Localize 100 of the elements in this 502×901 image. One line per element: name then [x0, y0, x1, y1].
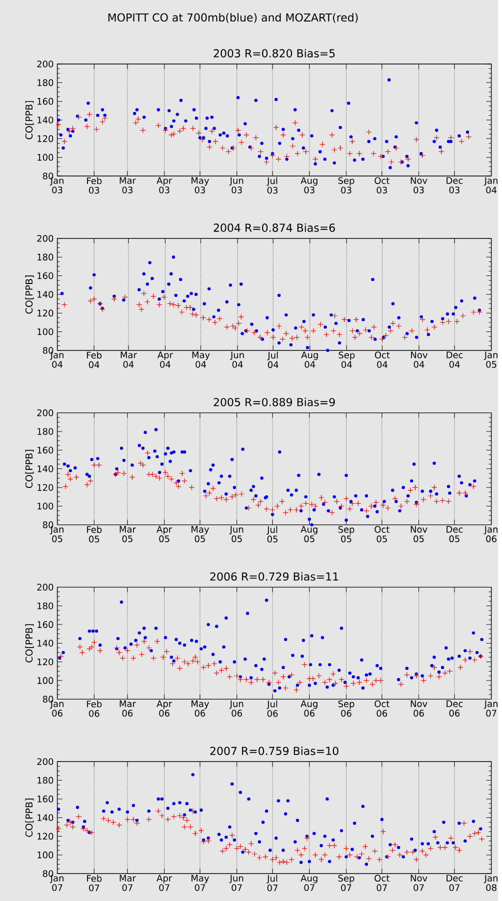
x-tick-label: Nov 05: [410, 526, 428, 542]
x-tick-label: Jan 07: [484, 700, 498, 717]
chart-subtitle: 2003 R=0.820 Bias=5: [214, 48, 334, 58]
y-tick-label: 120: [37, 310, 54, 316]
x-tick-label: Nov 04: [410, 352, 428, 368]
x-tick-label: May 06: [191, 700, 209, 717]
x-tick-label: Feb 03: [86, 177, 102, 194]
x-tick-label: Jun 03: [229, 177, 243, 194]
x-tick-label: Jun 06: [229, 700, 243, 717]
x-tick-label: Jul 07: [266, 874, 278, 892]
y-axis-title: CO[PPB]: [25, 101, 34, 140]
y-tick-label: 160: [37, 796, 54, 802]
y-tick-label: 140: [37, 814, 54, 822]
x-tick-label: Apr 05: [156, 526, 172, 542]
y-tick-label: 200: [37, 60, 54, 68]
y-axis-title: CO[PPB]: [25, 624, 34, 662]
x-tick-label: May 07: [191, 874, 209, 891]
y-tick-label: 100: [37, 502, 54, 510]
x-tick-label: Aug 06: [300, 700, 318, 717]
y-tick-label: 100: [37, 677, 54, 684]
x-tick-label: Jun 05: [229, 526, 243, 542]
x-tick-label: Jul 06: [266, 700, 278, 717]
y-tick-label: 180: [37, 254, 54, 260]
y-tick-label: 160: [37, 621, 54, 628]
x-tick-label: May 03: [191, 177, 209, 194]
x-tick-label: Jul 04: [267, 352, 278, 368]
x-tick-label: Jan 06: [484, 526, 498, 542]
x-tick-label: Feb 07: [86, 874, 102, 892]
y-tick-label: 140: [37, 116, 54, 124]
x-tick-label: Mar 07: [120, 874, 136, 891]
chart-title: 2004 R=0.874 Bias=6: [214, 223, 335, 232]
x-tick-label: Jan 08: [484, 874, 498, 891]
y-axis-title: CO[PPB]: [25, 275, 34, 314]
x-tick-label: Jan 04: [50, 352, 64, 368]
y-tick-label: 120: [37, 832, 54, 840]
y-tick-label: 180: [37, 776, 54, 784]
y-axis-title: CO[PPB]: [25, 450, 34, 488]
y-tick-label: 200: [37, 584, 54, 591]
x-tick-label: Jan 03: [50, 177, 64, 194]
y-tick-label: 160: [37, 272, 54, 280]
chart-title: MOPITT CO at 700mb(blue) and MOZART(red): [108, 13, 358, 23]
x-tick-label: Nov 06: [410, 700, 428, 717]
x-tick-label: Jan 05: [484, 352, 498, 368]
y-tick-label: 140: [37, 465, 54, 472]
chart-title: 2007 R=0.759 Bias=10: [210, 746, 338, 756]
y-axis-title: CO[PPB]: [25, 798, 34, 837]
x-tick-label: Dec 06: [446, 700, 462, 717]
chart-title: 2006 R=0.729 Bias=11: [210, 572, 338, 581]
x-tick-label: Dec 05: [446, 526, 462, 542]
x-tick-label: Oct 03: [374, 177, 390, 194]
x-tick-label: Aug 03: [300, 177, 318, 194]
x-tick-label: Sep 03: [338, 177, 354, 194]
x-tick-label: Feb 05: [86, 526, 102, 542]
x-tick-label: May 04: [192, 352, 210, 368]
x-tick-label: Oct 07: [374, 874, 390, 892]
x-tick-label: Mar 03: [120, 177, 136, 194]
y-tick-label: 100: [37, 852, 54, 858]
x-tick-label: Dec 04: [446, 352, 463, 368]
x-tick-label: Jan 04: [484, 177, 498, 194]
y-tick-label: 200: [37, 409, 54, 416]
x-tick-label: Dec 03: [446, 177, 462, 194]
chart-title: 2005 R=0.889 Bias=9: [214, 398, 335, 406]
y-tick-label: 120: [37, 135, 54, 142]
x-tick-label: Sep 05: [338, 526, 354, 542]
x-tick-label: Dec 07: [446, 874, 462, 891]
y-tick-label: 160: [37, 98, 54, 105]
y-tick-label: 120: [37, 658, 54, 666]
x-tick-label: Oct 05: [374, 526, 390, 542]
y-tick-label: 160: [37, 446, 54, 454]
y-tick-label: 120: [37, 484, 54, 491]
x-tick-label: Jul 03: [266, 177, 278, 194]
y-tick-label: 180: [37, 602, 54, 610]
x-tick-label: Jan 07: [50, 874, 64, 891]
y-tick-label: 100: [37, 328, 54, 336]
x-tick-label: Oct 04: [374, 352, 390, 368]
y-tick-label: 80: [42, 870, 54, 878]
y-tick-label: 200: [37, 758, 54, 766]
x-tick-label: May 05: [191, 526, 209, 542]
x-tick-label: Sep 07: [338, 874, 354, 892]
y-tick-label: 80: [42, 521, 54, 528]
x-tick-label: Feb 06: [86, 700, 102, 717]
y-tick-label: 100: [37, 154, 54, 161]
x-tick-label: Apr 03: [156, 177, 172, 194]
x-tick-label: Sep 04: [338, 352, 354, 368]
x-tick-label: Nov 07: [410, 874, 428, 891]
y-tick-label: 200: [37, 234, 54, 242]
y-tick-label: 140: [37, 290, 54, 298]
x-tick-label: Mar 05: [120, 526, 136, 542]
x-tick-label: Aug 04: [301, 352, 318, 368]
x-tick-label: Mar 06: [120, 700, 136, 717]
x-tick-label: Apr 06: [156, 700, 172, 717]
x-tick-label: Jun 04: [230, 352, 244, 368]
x-tick-label: Aug 05: [300, 526, 318, 542]
x-tick-label: Jun 07: [229, 874, 243, 891]
x-tick-label: Apr 07: [156, 874, 172, 891]
x-tick-label: Jan 05: [50, 526, 64, 542]
y-tick-label: 180: [37, 79, 54, 86]
x-tick-label: Jul 05: [266, 526, 278, 542]
y-tick-label: 140: [37, 640, 54, 647]
x-tick-label: Apr 04: [157, 352, 173, 368]
